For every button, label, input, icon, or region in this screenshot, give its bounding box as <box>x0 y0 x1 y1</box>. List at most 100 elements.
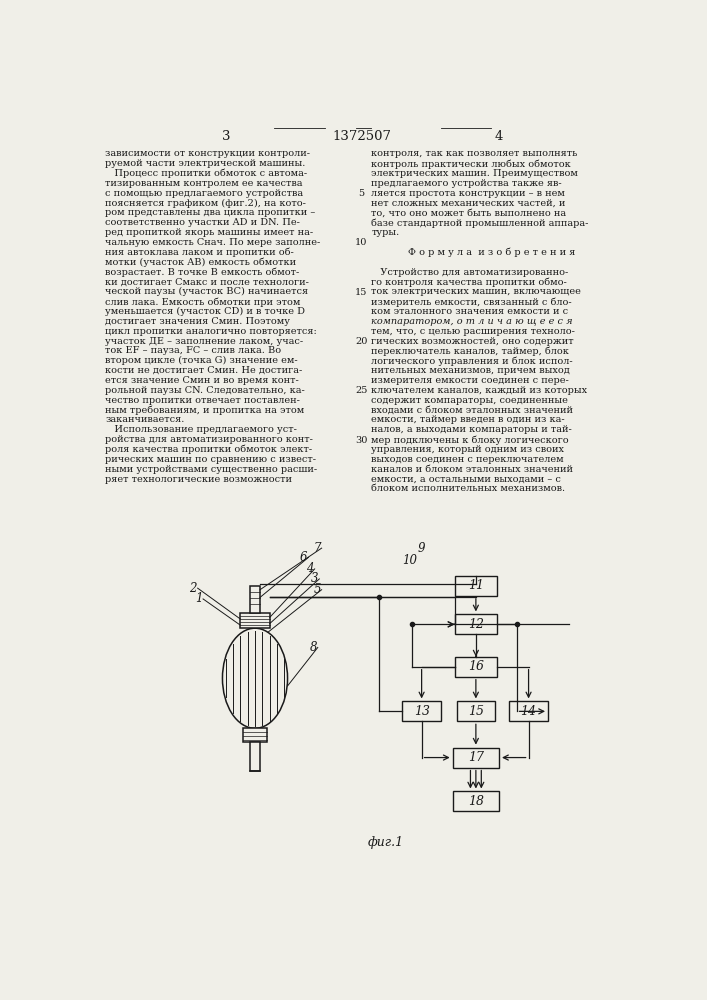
Bar <box>457 701 495 721</box>
Text: измерителя емкости соединен с пере-: измерителя емкости соединен с пере- <box>371 376 569 385</box>
Text: туры.: туры. <box>371 228 399 237</box>
Bar <box>455 576 497 596</box>
Text: ром представлены два цикла пропитки –: ром представлены два цикла пропитки – <box>105 208 315 217</box>
Text: 2: 2 <box>189 582 197 595</box>
Text: 11: 11 <box>468 579 484 592</box>
Text: Процесс пропитки обмоток с автома-: Процесс пропитки обмоток с автома- <box>105 169 308 178</box>
Text: контроля, так как позволяет выполнять: контроля, так как позволяет выполнять <box>371 149 578 158</box>
Text: участок ДЕ – заполнение лаком, учас-: участок ДЕ – заполнение лаком, учас- <box>105 337 303 346</box>
Text: ряет технологические возможности: ряет технологические возможности <box>105 475 293 484</box>
Text: 3: 3 <box>222 130 230 143</box>
Bar <box>455 614 497 634</box>
Text: 15: 15 <box>468 705 484 718</box>
Text: 4: 4 <box>306 562 314 575</box>
Text: управления, который одним из своих: управления, который одним из своих <box>371 445 564 454</box>
Text: емкости, таймер введен в один из ка-: емкости, таймер введен в один из ка- <box>371 415 565 424</box>
Text: рольной паузы CN. Следовательно, ка-: рольной паузы CN. Следовательно, ка- <box>105 386 305 395</box>
Bar <box>452 748 499 768</box>
Text: фиг.1: фиг.1 <box>368 836 404 849</box>
Text: 18: 18 <box>468 795 484 808</box>
Text: 16: 16 <box>468 660 484 673</box>
Text: ком эталонного значения емкости и с: ком эталонного значения емкости и с <box>371 307 568 316</box>
Text: содержит компараторы, соединенные: содержит компараторы, соединенные <box>371 396 568 405</box>
Text: каналов и блоком эталонных значений: каналов и блоком эталонных значений <box>371 465 573 474</box>
Text: 20: 20 <box>355 337 368 346</box>
Text: предлагаемого устройства также яв-: предлагаемого устройства также яв- <box>371 179 562 188</box>
Text: с помощью предлагаемого устройства: с помощью предлагаемого устройства <box>105 189 303 198</box>
Text: 1: 1 <box>194 592 202 605</box>
Text: ляется простота конструкции – в нем: ляется простота конструкции – в нем <box>371 189 565 198</box>
Text: рических машин по сравнению с извест-: рических машин по сравнению с извест- <box>105 455 317 464</box>
Text: 1372507: 1372507 <box>333 130 392 143</box>
Text: тем, что, с целью расширения техноло-: тем, что, с целью расширения техноло- <box>371 327 575 336</box>
Text: налов, а выходами компараторы и тай-: налов, а выходами компараторы и тай- <box>371 425 572 434</box>
Text: 12: 12 <box>468 618 484 631</box>
Text: то, что оно может быть выполнено на: то, что оно может быть выполнено на <box>371 208 566 217</box>
Text: 4: 4 <box>495 130 503 143</box>
Bar <box>243 728 267 742</box>
Text: руемой части электрической машины.: руемой части электрической машины. <box>105 159 306 168</box>
Text: ток электрических машин, включающее: ток электрических машин, включающее <box>371 287 581 296</box>
Text: 15: 15 <box>355 288 368 297</box>
Text: ки достигает Cмакс и после технологи-: ки достигает Cмакс и после технологи- <box>105 277 309 286</box>
Text: 3: 3 <box>311 572 318 585</box>
Text: ред пропиткой якорь машины имеет на-: ред пропиткой якорь машины имеет на- <box>105 228 313 237</box>
Bar <box>452 791 499 811</box>
Text: роля качества пропитки обмоток элект-: роля качества пропитки обмоток элект- <box>105 445 312 454</box>
Text: 13: 13 <box>414 705 430 718</box>
Text: ток EF – пауза, FC – слив лака. Во: ток EF – пауза, FC – слив лака. Во <box>105 346 281 355</box>
Text: 14: 14 <box>520 705 537 718</box>
Bar <box>402 701 441 721</box>
Bar <box>240 613 270 628</box>
Bar <box>250 742 260 771</box>
Text: кости не достигает Cмин. Не достига-: кости не достигает Cмин. Не достига- <box>105 366 303 375</box>
Text: Устройство для автоматизированно-: Устройство для автоматизированно- <box>371 268 568 277</box>
Text: 5: 5 <box>358 189 364 198</box>
Text: ным требованиям, и пропитка на этом: ным требованиям, и пропитка на этом <box>105 406 305 415</box>
Text: заканчивается.: заканчивается. <box>105 415 185 424</box>
Text: ройства для автоматизированного конт-: ройства для автоматизированного конт- <box>105 435 313 444</box>
Text: достигает значения Cмин. Поэтому: достигает значения Cмин. Поэтому <box>105 317 291 326</box>
Text: чество пропитки отвечает поставлен-: чество пропитки отвечает поставлен- <box>105 396 300 405</box>
Text: Использование предлагаемого уст-: Использование предлагаемого уст- <box>105 425 298 434</box>
Text: 7: 7 <box>313 542 321 555</box>
Text: 8: 8 <box>310 641 317 654</box>
Text: компаратором, о т л и ч а ю щ е е с я: компаратором, о т л и ч а ю щ е е с я <box>371 317 573 326</box>
Text: контроль практически любых обмоток: контроль практически любых обмоток <box>371 159 571 169</box>
Text: 17: 17 <box>468 751 484 764</box>
Text: 10: 10 <box>355 238 368 247</box>
Text: ключателем каналов, каждый из которых: ключателем каналов, каждый из которых <box>371 386 588 395</box>
Text: логического управления и блок испол-: логического управления и блок испол- <box>371 356 573 366</box>
Text: тизированным контролем ее качества: тизированным контролем ее качества <box>105 179 303 188</box>
Text: втором цикле (точка G) значение ем-: втором цикле (точка G) значение ем- <box>105 356 298 365</box>
Text: 25: 25 <box>355 386 368 395</box>
Bar <box>250 586 260 613</box>
Text: уменьшается (участок CD) и в точке D: уменьшается (участок CD) и в точке D <box>105 307 305 316</box>
Text: мотки (участок AB) емкость обмотки: мотки (участок AB) емкость обмотки <box>105 258 296 267</box>
Text: электрических машин. Преимуществом: электрических машин. Преимуществом <box>371 169 578 178</box>
Text: гических возможностей, оно содержит: гических возможностей, оно содержит <box>371 337 574 346</box>
Text: го контроля качества пропитки обмо-: го контроля качества пропитки обмо- <box>371 277 567 287</box>
Text: возрастает. В точке B емкость обмот-: возрастает. В точке B емкость обмот- <box>105 268 300 277</box>
Text: переключатель каналов, таймер, блок: переключатель каналов, таймер, блок <box>371 346 569 356</box>
Text: поясняется графиком (фиг.2), на кото-: поясняется графиком (фиг.2), на кото- <box>105 199 306 208</box>
Text: ными устройствами существенно расши-: ными устройствами существенно расши- <box>105 465 317 474</box>
Text: 5: 5 <box>313 583 321 596</box>
Text: чальную емкость Cнач. По мере заполне-: чальную емкость Cнач. По мере заполне- <box>105 238 321 247</box>
Text: 10: 10 <box>402 554 418 567</box>
Text: ния автоклава лаком и пропитки об-: ния автоклава лаком и пропитки об- <box>105 248 294 257</box>
Text: соответственно участки AD и DN. Пе-: соответственно участки AD и DN. Пе- <box>105 218 300 227</box>
Text: измеритель емкости, связанный с бло-: измеритель емкости, связанный с бло- <box>371 297 572 307</box>
Text: цикл пропитки аналогично повторяется:: цикл пропитки аналогично повторяется: <box>105 327 317 336</box>
Text: выходов соединен с переключателем: выходов соединен с переключателем <box>371 455 564 464</box>
Text: входами с блоком эталонных значений: входами с блоком эталонных значений <box>371 406 573 415</box>
Text: базе стандартной промышленной аппара-: базе стандартной промышленной аппара- <box>371 218 589 228</box>
Text: блоком исполнительных механизмов.: блоком исполнительных механизмов. <box>371 484 566 493</box>
Text: зависимости от конструкции контроли-: зависимости от конструкции контроли- <box>105 149 310 158</box>
Text: 6: 6 <box>300 551 308 564</box>
Bar <box>509 701 548 721</box>
Text: нительных механизмов, причем выход: нительных механизмов, причем выход <box>371 366 570 375</box>
Text: мер подключены к блоку логического: мер подключены к блоку логического <box>371 435 569 445</box>
Text: 9: 9 <box>418 542 426 555</box>
Text: нет сложных механических частей, и: нет сложных механических частей, и <box>371 199 566 208</box>
